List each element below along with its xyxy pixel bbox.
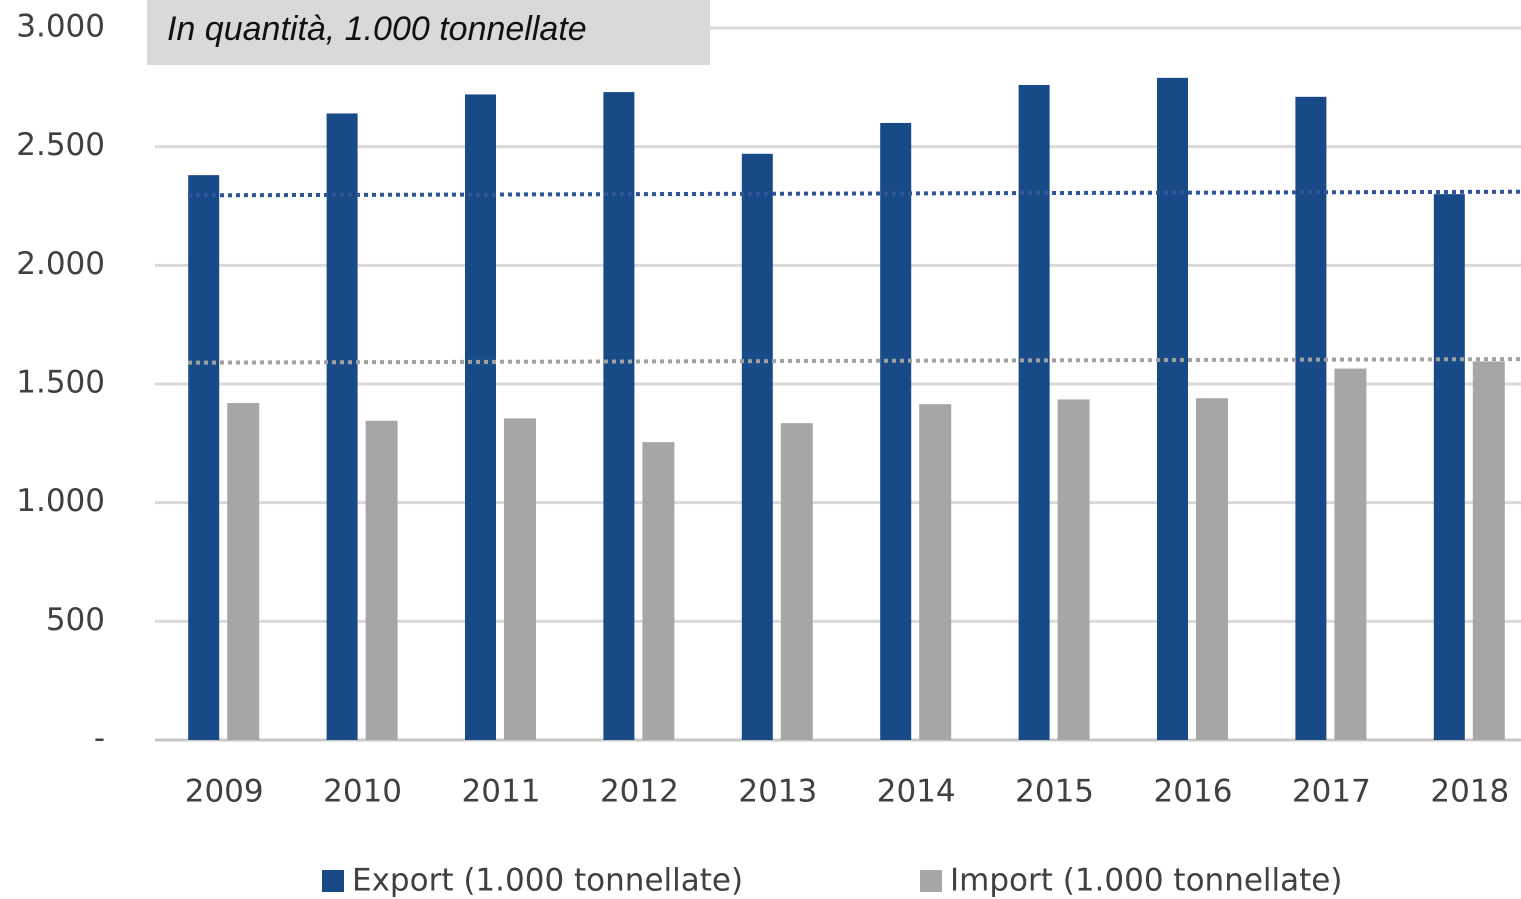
bar: [465, 94, 496, 741]
x-tick-label: 2017: [1292, 774, 1371, 810]
x-tick-label: 2012: [600, 774, 679, 810]
bar: [1295, 96, 1327, 741]
bar: [1157, 77, 1188, 741]
trendline: [187, 357, 1521, 365]
bar: [1057, 399, 1090, 740]
legend-label: Export (1.000 tonnellate): [352, 863, 743, 899]
chart-title: In quantità, 1.000 tonnellate: [167, 10, 587, 48]
x-tick-label: 2014: [877, 774, 956, 810]
y-tick-label: 1.000: [16, 483, 105, 519]
y-tick-label: 1.500: [16, 365, 105, 401]
x-tick-label: 2013: [738, 774, 817, 810]
bar: [1472, 361, 1505, 740]
bar: [188, 175, 220, 740]
x-tick-label: 2018: [1430, 774, 1509, 810]
x-tick-label: 2016: [1154, 774, 1233, 810]
bar: [880, 122, 912, 740]
bar: [1196, 398, 1228, 740]
bar: [1018, 84, 1050, 740]
bar: [603, 92, 635, 740]
bar: [642, 442, 675, 740]
y-tick-label: 2.500: [16, 127, 105, 163]
legend-label: Import (1.000 tonnellate): [950, 863, 1342, 899]
y-tick-label: -: [94, 721, 105, 757]
bar: [741, 153, 773, 740]
bar: [1334, 368, 1367, 740]
legend-swatch: [322, 870, 344, 892]
y-tick-label: 3.000: [16, 9, 105, 45]
bar: [919, 404, 952, 740]
bar: [365, 420, 398, 740]
y-tick-label: 500: [46, 602, 105, 638]
trendline: [187, 189, 1521, 198]
bar: [227, 402, 260, 740]
legend-swatch: [920, 870, 942, 892]
bar: [780, 423, 813, 740]
bar: [326, 113, 358, 740]
bar: [504, 418, 536, 740]
y-tick-label: 2.000: [16, 246, 105, 282]
title-box: [147, 0, 710, 65]
bar: [1433, 194, 1465, 741]
x-tick-label: 2010: [323, 774, 402, 810]
x-tick-label: 2011: [462, 774, 541, 810]
x-tick-label: 2015: [1015, 774, 1094, 810]
x-tick-label: 2009: [185, 774, 264, 810]
